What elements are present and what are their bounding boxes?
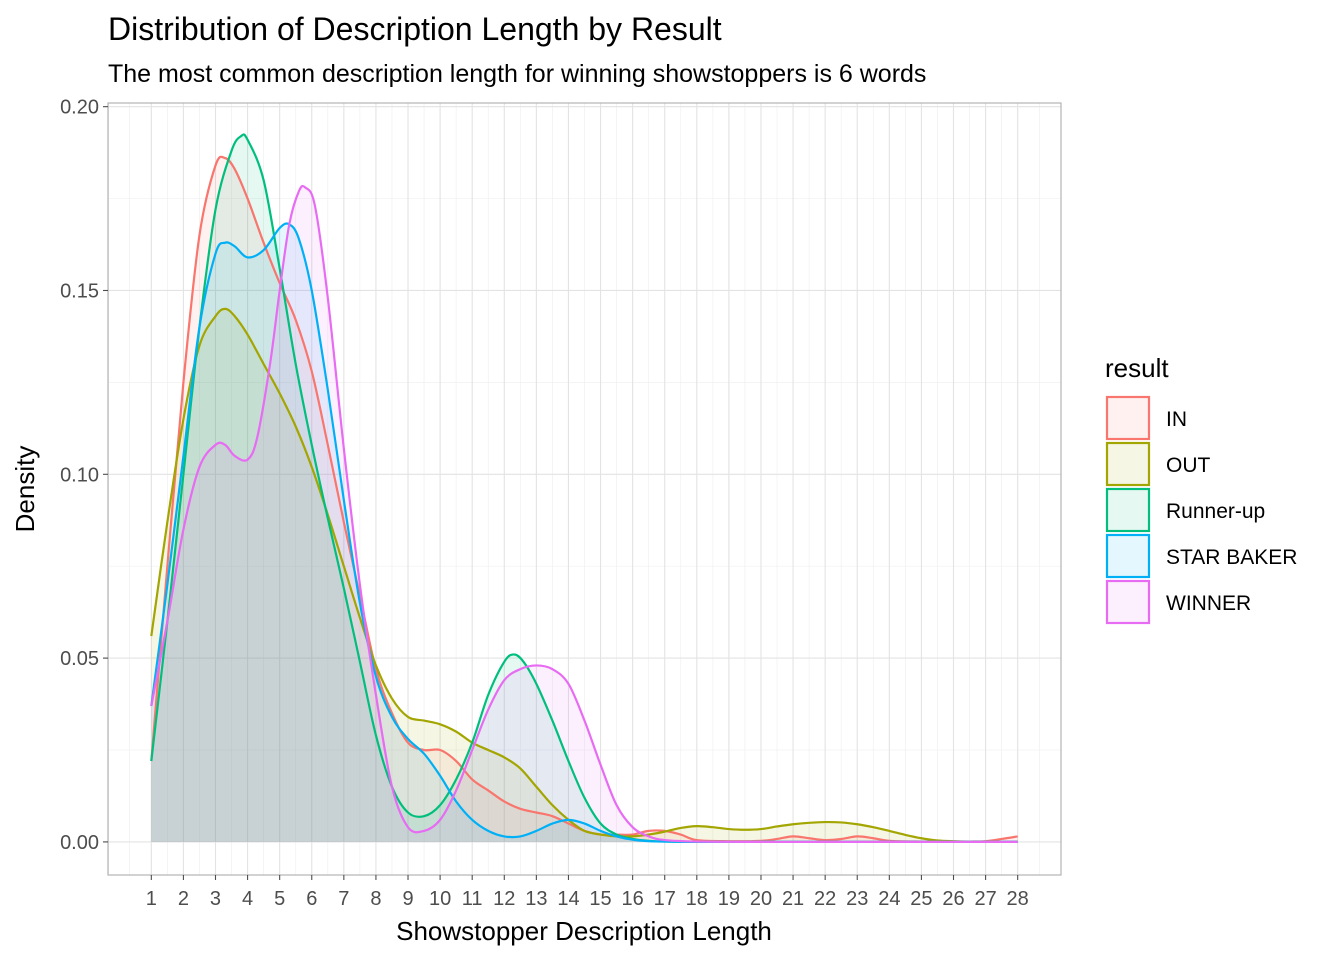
legend-key-bg [1107,489,1149,531]
y-tick-label: 0.20 [60,97,99,119]
legend-item-in: IN [1105,395,1187,441]
grid-major [108,103,1061,875]
y-axis: 0.00 0.05 0.10 0.15 0.20 [60,97,108,854]
density-line-star-baker [150,222,1018,844]
x-tick-label: 26 [942,888,964,910]
legend: result IN OUT Runner-up STAR BAKER WINNER [1105,353,1297,625]
x-tick-label: 5 [274,888,285,910]
legend-label-runner-up: Runner-up [1166,500,1265,523]
x-tick-label: 25 [910,888,932,910]
plot-panel [107,102,1062,876]
legend-key-bg [1107,397,1149,439]
density-area-star-baker [151,223,1018,842]
density-lines [150,133,1018,844]
density-areas [151,134,1018,842]
x-tick-label: 7 [338,888,349,910]
chart-subtitle: The most common description length for w… [108,60,926,88]
x-tick-label: 27 [974,888,996,910]
legend-item-out: OUT [1105,441,1211,487]
x-tick-label: 24 [878,888,900,910]
y-axis-title: Density [10,446,40,533]
x-tick-label: 6 [306,888,317,910]
x-tick-label: 21 [782,888,804,910]
x-tick-label: 15 [589,888,611,910]
legend-title: result [1105,353,1169,383]
legend-label-out: OUT [1166,454,1211,477]
legend-swatch-star-baker [1105,533,1151,579]
density-line-out [150,307,1018,843]
x-tick-label: 13 [525,888,547,910]
legend-label-in: IN [1166,408,1187,431]
legend-item-winner: WINNER [1105,579,1251,625]
y-tick-label: 0.15 [60,280,99,302]
y-tick-label: 0.10 [60,464,99,486]
grid-minor [108,103,1061,875]
x-tick-label: 8 [370,888,381,910]
y-tick-label: 0.00 [60,832,99,854]
x-tick-label: 20 [750,888,772,910]
y-tick-label: 0.05 [60,648,99,670]
x-tick-label: 11 [462,888,483,910]
x-tick-label: 19 [718,888,740,910]
x-tick-label: 10 [429,888,451,910]
legend-key-bg [1107,581,1149,623]
legend-swatch-runner-up [1105,487,1151,533]
legend-key-bg [1107,535,1149,577]
x-axis-title: Showstopper Description Length [396,916,772,946]
density-area-out [151,308,1018,842]
panel-border [107,102,1062,876]
x-tick-label: 3 [210,888,221,910]
legend-item-star-baker: STAR BAKER [1105,533,1297,579]
x-tick-label: 22 [814,888,836,910]
chart-title: Distribution of Description Length by Re… [108,11,722,47]
x-tick-label: 9 [402,888,413,910]
legend-swatch-out [1105,441,1151,487]
density-area-runner-up [151,134,1018,842]
legend-swatch-in [1105,395,1151,441]
x-tick-label: 14 [557,888,579,910]
legend-key-bg [1107,443,1149,485]
x-tick-label: 1 [146,888,157,910]
density-line-in [150,155,1018,843]
x-tick-label: 18 [686,888,708,910]
x-axis: 1 2 3 4 5 6 7 8 9 10 11 12 13 14 15 16 17 18 19 20 21 22 23 24 2… [146,875,1029,910]
density-area-winner [151,186,1018,842]
legend-label-star-baker: STAR BAKER [1166,546,1297,569]
x-tick-label: 2 [178,888,189,910]
x-tick-label: 17 [654,888,676,910]
density-line-winner [150,184,1018,844]
legend-swatch-winner [1105,579,1151,625]
x-tick-label: 4 [242,888,253,910]
legend-label-winner: WINNER [1166,592,1251,615]
x-tick-label: 16 [622,888,644,910]
x-tick-label: 12 [493,888,515,910]
legend-item-runner-up: Runner-up [1105,487,1265,533]
x-tick-label: 23 [846,888,868,910]
density-area-in [151,156,1018,842]
x-tick-label: 28 [1007,888,1029,910]
